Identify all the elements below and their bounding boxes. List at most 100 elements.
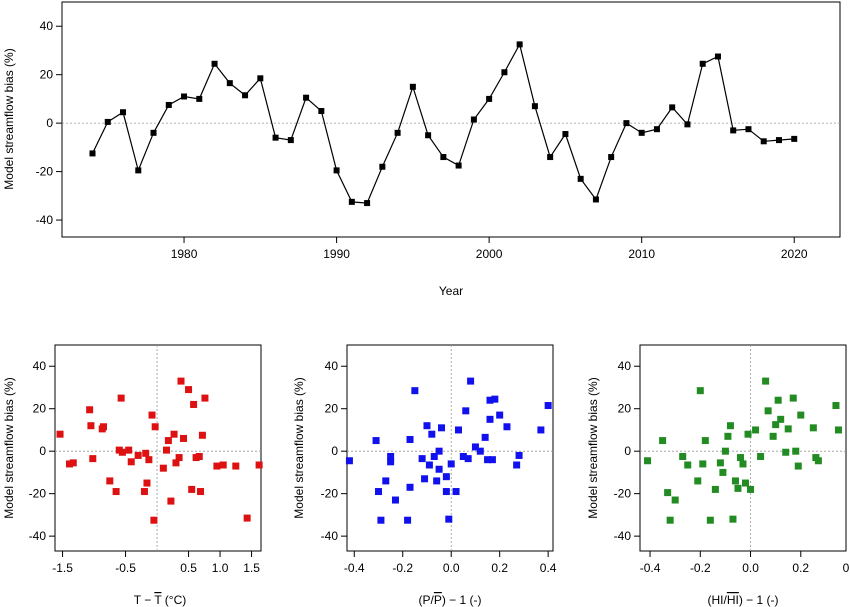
temperature-point	[145, 456, 153, 464]
precipitation-point	[454, 426, 462, 434]
hi-point	[747, 485, 755, 493]
hi-point	[752, 426, 760, 434]
timeseries-marker	[348, 198, 355, 205]
precipitation-x-tick-label: 0.2	[491, 561, 508, 575]
precipitation-point	[435, 465, 443, 473]
temperature-point	[106, 477, 114, 485]
timeseries-marker	[791, 135, 798, 142]
precipitation-point	[404, 516, 412, 524]
timeseries-marker	[608, 154, 615, 161]
precipitation-point	[481, 433, 489, 441]
timeseries-marker	[120, 109, 127, 116]
timeseries-marker	[150, 129, 157, 136]
precipitation-point	[375, 488, 383, 496]
precipitation-point	[435, 447, 443, 455]
temperature-x-tick-label: 1.5	[243, 561, 260, 575]
precipitation-point	[391, 496, 399, 504]
hi-y-tick-label: 40	[618, 359, 632, 373]
temperature-point	[159, 464, 167, 472]
timeseries-x-axis-title: Year	[439, 284, 463, 298]
temperature-point	[118, 448, 126, 456]
temperature-point	[190, 400, 198, 408]
temperature-point	[201, 394, 209, 402]
timeseries-marker	[562, 131, 569, 138]
precipitation-point	[467, 377, 475, 385]
temperature-y-tick-label: -40	[29, 529, 47, 543]
precipitation-x-axis-title: (P/P) − 1 (-)	[418, 593, 481, 607]
hi-point	[762, 377, 770, 385]
hi-point	[711, 485, 719, 493]
precipitation-point	[515, 451, 523, 459]
precipitation-point	[430, 452, 438, 460]
precipitation-point	[428, 430, 436, 438]
hi-point	[739, 460, 747, 468]
precipitation-point	[476, 447, 484, 455]
hi-point	[701, 437, 709, 445]
timeseries-y-tick-label: 0	[46, 116, 53, 130]
temperature-point	[134, 451, 142, 459]
temperature-point	[127, 458, 135, 466]
precipitation-point	[387, 452, 395, 460]
timeseries-marker	[577, 175, 584, 182]
timeseries-marker	[394, 129, 401, 136]
hi-x-tick-label: 0.2	[792, 561, 809, 575]
precipitation-point	[462, 407, 470, 415]
hi-point	[694, 477, 702, 485]
temperature-point	[150, 516, 158, 524]
hi-point	[834, 426, 842, 434]
timeseries-marker	[486, 95, 493, 102]
hi-x-tick-label: 0.0	[742, 561, 759, 575]
precipitation-plot-frame	[346, 344, 554, 552]
timeseries-marker	[165, 101, 172, 108]
timeseries-marker	[242, 92, 249, 99]
precipitation-x-tick-label: -0.4	[344, 561, 365, 575]
hi-point	[769, 432, 777, 440]
hi-plot-frame	[639, 344, 847, 552]
hi-x-axis-title: (HI/HI) − 1 (-)	[707, 593, 778, 607]
temperature-x-tick-label: -0.5	[115, 561, 136, 575]
precipitation-point	[442, 488, 450, 496]
timeseries-marker	[379, 163, 386, 170]
timeseries-marker	[89, 150, 96, 157]
temperature-x-ticks: -1.5 -0.5 0.5 1.0 1.5	[52, 551, 260, 575]
precipitation-y-axis-title: Model streamflow bias (%)	[292, 377, 306, 518]
hi-point	[724, 432, 732, 440]
precipitation-point	[452, 488, 460, 496]
timeseries-marker	[501, 69, 508, 76]
hi-point	[696, 387, 704, 395]
precipitation-point	[411, 387, 419, 395]
hi-point	[684, 461, 692, 469]
temperature-y-axis-title: Model streamflow bias (%)	[2, 377, 16, 518]
precipitation-x-tick-label: -0.2	[392, 561, 413, 575]
temperature-x-tick-label: 0.5	[180, 561, 197, 575]
hi-point	[792, 447, 800, 455]
precipitation-point	[433, 477, 441, 485]
precipitation-x-ticks: -0.4 -0.2 0.0 0.2 0.4	[344, 551, 557, 575]
timeseries-marker	[714, 53, 721, 60]
timeseries-marker	[196, 95, 203, 102]
hi-point	[699, 460, 707, 468]
hi-point	[666, 516, 674, 524]
temperature-point	[151, 423, 159, 431]
temperature-y-ticks: -40 -20 0 20 40	[29, 359, 55, 543]
timeseries-marker	[440, 154, 447, 161]
precipitation-y-tick-label: 20	[325, 402, 339, 416]
timeseries-marker	[745, 126, 752, 133]
timeseries-x-tick-label: 2020	[781, 247, 808, 261]
timeseries-marker	[684, 121, 691, 128]
hi-x-tick-label: 0.4	[843, 561, 850, 575]
timeseries-y-tick-label: 20	[40, 68, 54, 82]
temperature-point	[163, 446, 171, 454]
timeseries-marker	[181, 93, 188, 100]
hi-x-tick-label: -0.2	[690, 561, 711, 575]
precipitation-scatter-panel: -0.4 -0.2 0.0 0.2 0.4 -40 -20 0 20 40 (P/P) − 1 …	[292, 344, 557, 607]
temperature-point	[69, 459, 77, 467]
hi-point	[729, 515, 737, 523]
temperature-point	[125, 446, 133, 454]
temperature-y-tick-label: -20	[29, 487, 47, 501]
timeseries-marker	[257, 75, 264, 82]
precipitation-point	[425, 461, 433, 469]
hi-point	[757, 452, 765, 460]
timeseries-y-ticks: -40 -20 0 20 40	[36, 19, 62, 227]
hi-point	[671, 496, 679, 504]
